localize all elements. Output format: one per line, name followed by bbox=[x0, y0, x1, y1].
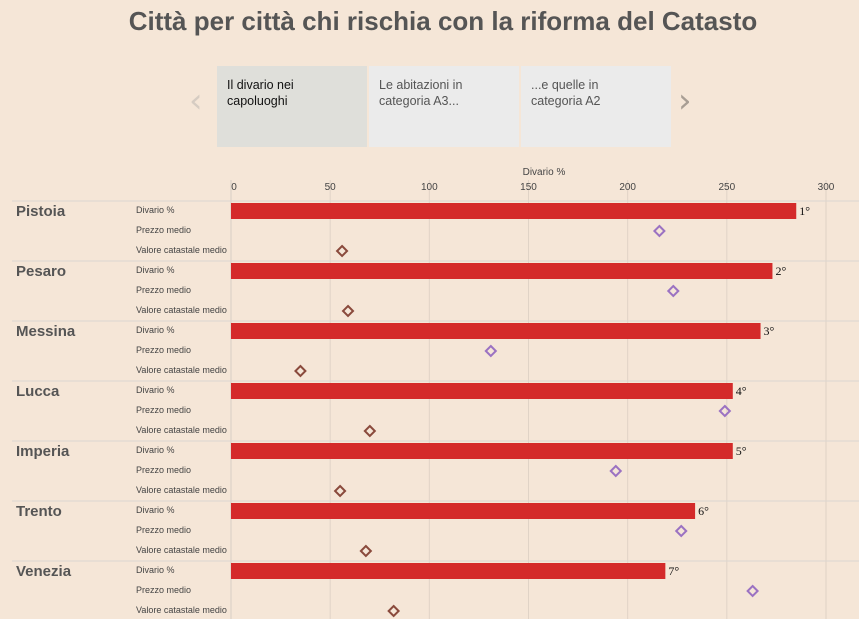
tab-categoria-a2[interactable]: ...e quelle in categoria A2 bbox=[521, 66, 671, 147]
rank-label: 6° bbox=[698, 504, 709, 518]
chevron-right-icon[interactable]: › bbox=[678, 81, 692, 121]
divario-bar[interactable] bbox=[231, 323, 761, 339]
metric-label: Prezzo medio bbox=[136, 525, 191, 535]
x-tick-label: 50 bbox=[325, 182, 337, 193]
prezzo-marker[interactable] bbox=[609, 464, 623, 478]
x-tick-label: 250 bbox=[718, 182, 735, 193]
divario-bar[interactable] bbox=[231, 443, 733, 459]
city-row: Venezia Divario % Prezzo medio Valore catas… bbox=[12, 560, 859, 618]
city-row: Pesaro Divario % Prezzo medio Valore catast… bbox=[12, 260, 859, 318]
city-row: Pistoia Divario % Prezzo medio Valore catas… bbox=[12, 200, 859, 258]
prezzo-marker[interactable] bbox=[674, 524, 688, 538]
city-label: Pesaro bbox=[16, 263, 66, 280]
prezzo-marker[interactable] bbox=[718, 404, 732, 418]
chart-title: Città per città chi rischia con la rifor… bbox=[128, 6, 758, 36]
city-row: Imperia Divario % Prezzo medio Valore catas… bbox=[12, 440, 859, 498]
city-label: Pistoia bbox=[16, 203, 66, 220]
valore-marker[interactable] bbox=[359, 544, 373, 558]
divario-bar[interactable] bbox=[231, 383, 733, 399]
rank-label: 5° bbox=[736, 444, 747, 458]
metric-label: Valore catastale medio bbox=[136, 425, 227, 435]
divario-bar[interactable] bbox=[231, 563, 666, 579]
story-tabs: Il divario nei capoluoghi Le abitazioni … bbox=[217, 66, 671, 147]
rank-label: 7° bbox=[668, 564, 679, 578]
rank-label: 3° bbox=[764, 324, 775, 338]
tab-label-line1: Le abitazioni in bbox=[379, 78, 463, 92]
x-tick-label: 150 bbox=[520, 182, 537, 193]
city-label: Imperia bbox=[16, 443, 70, 460]
tab-label-line2: categoria A2 bbox=[531, 94, 601, 108]
chevron-left-icon[interactable]: ‹ bbox=[189, 81, 203, 121]
valore-marker[interactable] bbox=[333, 484, 347, 498]
prezzo-marker[interactable] bbox=[746, 584, 760, 598]
metric-label: Divario % bbox=[136, 265, 175, 275]
city-label: Venezia bbox=[16, 563, 72, 580]
metric-label: Prezzo medio bbox=[136, 585, 191, 595]
city-label: Lucca bbox=[16, 383, 60, 400]
x-axis-title: Divario % bbox=[523, 167, 566, 178]
metric-label: Valore catastale medio bbox=[136, 365, 227, 375]
valore-marker[interactable] bbox=[387, 604, 401, 618]
divario-bar[interactable] bbox=[231, 503, 696, 519]
tab-label-line2: capoluoghi bbox=[227, 94, 288, 108]
valore-marker[interactable] bbox=[363, 424, 377, 438]
tab-divario-capoluoghi[interactable]: Il divario nei capoluoghi bbox=[217, 66, 367, 147]
metric-label: Valore catastale medio bbox=[136, 485, 227, 495]
divario-bar[interactable] bbox=[231, 263, 773, 279]
metric-label: Valore catastale medio bbox=[136, 245, 227, 255]
metric-label: Divario % bbox=[136, 385, 175, 395]
metric-label: Divario % bbox=[136, 205, 175, 215]
metric-label: Divario % bbox=[136, 505, 175, 515]
metric-label: Prezzo medio bbox=[136, 345, 191, 355]
tab-label-line1: Il divario nei bbox=[227, 78, 294, 92]
metric-label: Valore catastale medio bbox=[136, 605, 227, 615]
metric-label: Valore catastale medio bbox=[136, 305, 227, 315]
city-row: Trento Divario % Prezzo medio Valore catast… bbox=[12, 500, 859, 558]
metric-label: Prezzo medio bbox=[136, 405, 191, 415]
metric-label: Divario % bbox=[136, 445, 175, 455]
tab-categoria-a3[interactable]: Le abitazioni in categoria A3... bbox=[369, 66, 519, 147]
metric-label: Divario % bbox=[136, 565, 175, 575]
x-tick-label: 300 bbox=[818, 182, 835, 193]
rank-label: 4° bbox=[736, 384, 747, 398]
city-row: Messina Divario % Prezzo medio Valore catas… bbox=[12, 320, 859, 378]
x-tick-label: 200 bbox=[619, 182, 636, 193]
valore-marker[interactable] bbox=[294, 364, 307, 378]
city-label: Messina bbox=[16, 323, 76, 340]
metric-label: Prezzo medio bbox=[136, 285, 191, 295]
rank-label: 2° bbox=[775, 264, 786, 278]
metric-label: Prezzo medio bbox=[136, 465, 191, 475]
tab-label-line1: ...e quelle in bbox=[531, 78, 599, 92]
city-row: Lucca Divario % Prezzo medio Valore catasta… bbox=[12, 380, 859, 438]
prezzo-marker[interactable] bbox=[484, 344, 498, 358]
x-tick-label: 100 bbox=[421, 182, 438, 193]
divario-bar[interactable] bbox=[231, 203, 797, 219]
city-label: Trento bbox=[16, 503, 62, 520]
city-rows: Pistoia Divario % Prezzo medio Valore catas… bbox=[12, 200, 859, 618]
x-axis-ticks: 0 50 100 150 200 250 300 bbox=[231, 182, 835, 193]
metric-label: Prezzo medio bbox=[136, 225, 191, 235]
valore-marker[interactable] bbox=[341, 304, 355, 318]
metric-label: Valore catastale medio bbox=[136, 545, 227, 555]
tab-label-line2: categoria A3... bbox=[379, 94, 459, 108]
x-tick-label: 0 bbox=[231, 182, 237, 193]
prezzo-marker[interactable] bbox=[666, 284, 680, 298]
valore-marker[interactable] bbox=[335, 244, 349, 258]
prezzo-marker[interactable] bbox=[652, 224, 666, 238]
rank-label: 1° bbox=[799, 204, 810, 218]
metric-label: Divario % bbox=[136, 325, 175, 335]
gridlines bbox=[230, 180, 827, 619]
